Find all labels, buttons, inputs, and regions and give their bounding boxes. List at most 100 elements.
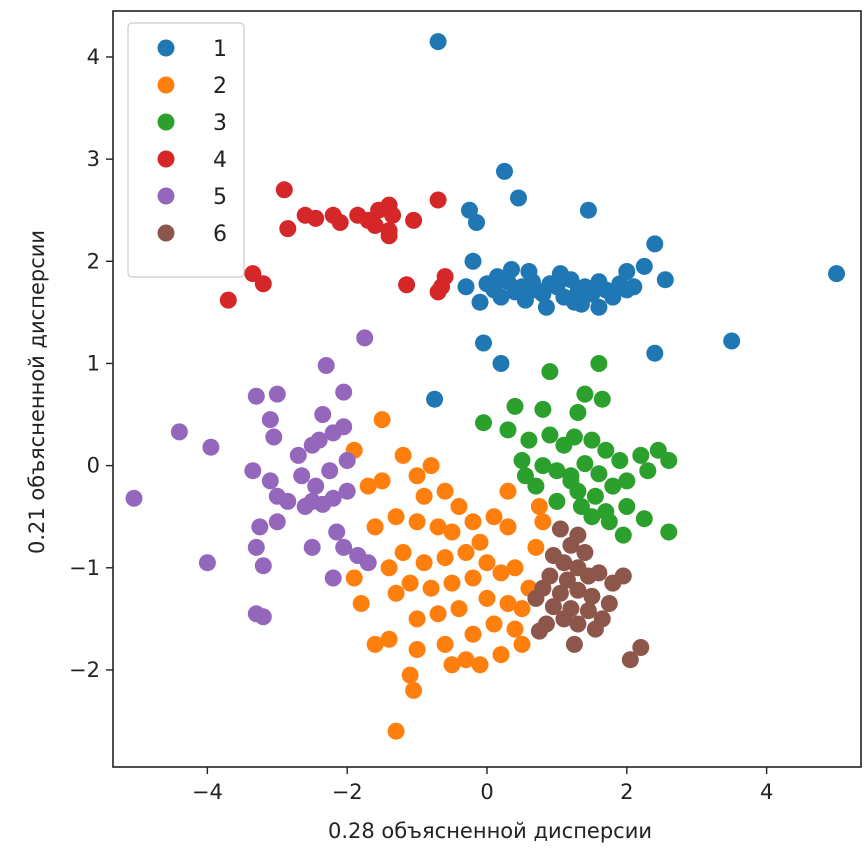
data-point-series-5 (289, 446, 307, 464)
data-point-series-2 (506, 559, 524, 577)
data-point-series-6 (530, 622, 548, 640)
data-point-series-2 (513, 635, 531, 653)
legend-marker-6 (157, 224, 175, 242)
data-point-series-1 (464, 252, 482, 270)
data-point-series-6 (562, 536, 580, 554)
data-point-series-1 (496, 162, 513, 180)
data-point-series-5 (303, 436, 321, 454)
data-point-series-6 (569, 581, 587, 599)
legend-label-4: 4 (213, 148, 227, 173)
data-point-series-5 (251, 518, 269, 536)
data-point-series-1 (468, 214, 485, 231)
y-tick-label: −1 (69, 556, 100, 580)
data-point-series-2 (485, 615, 503, 633)
data-point-series-3 (513, 452, 531, 469)
y-tick-label: 3 (87, 147, 100, 171)
data-point-series-4 (331, 214, 349, 231)
data-point-series-3 (586, 487, 604, 505)
data-point-series-6 (551, 584, 569, 602)
data-point-series-2 (387, 584, 405, 602)
y-axis-title: 0.21 объясненной дисперсии (25, 230, 49, 554)
data-point-series-3 (534, 457, 552, 475)
data-point-series-1 (618, 263, 636, 280)
data-point-series-2 (492, 564, 510, 582)
data-point-series-3 (569, 404, 587, 421)
data-point-series-5 (321, 462, 339, 480)
data-point-series-4 (429, 191, 447, 209)
data-point-series-5 (296, 498, 314, 515)
data-point-series-1 (492, 288, 510, 306)
data-point-series-3 (660, 523, 678, 541)
data-point-series-3 (618, 472, 636, 490)
data-point-series-1 (510, 189, 527, 207)
data-point-series-1 (646, 235, 664, 253)
x-tick-label: 0 (480, 780, 493, 804)
data-point-series-1 (828, 265, 845, 283)
data-point-series-3 (583, 431, 601, 449)
data-point-series-2 (422, 457, 440, 475)
data-point-series-1 (635, 257, 653, 275)
data-point-series-3 (632, 446, 650, 464)
data-point-series-2 (415, 554, 433, 572)
data-point-series-5 (244, 462, 262, 480)
x-axis-title: 0.28 объясненной дисперсии (328, 819, 652, 843)
data-point-series-6 (558, 571, 576, 589)
data-point-series-1 (656, 271, 674, 289)
data-point-series-1 (489, 268, 506, 286)
data-point-series-3 (593, 390, 611, 408)
y-tick-label: −2 (69, 658, 100, 682)
data-point-series-4 (307, 209, 325, 227)
data-point-series-6 (565, 635, 583, 653)
data-point-series-5 (254, 557, 272, 575)
y-tick-label: 4 (87, 45, 100, 69)
y-tick-label: 0 (87, 454, 100, 478)
data-point-series-5 (125, 489, 143, 507)
y-axis: −2 −1 0 1 2 3 4 (69, 45, 113, 682)
data-point-series-3 (520, 431, 538, 449)
data-point-series-1 (503, 261, 520, 278)
data-point-series-2 (478, 554, 496, 572)
data-point-series-5 (324, 424, 342, 442)
data-point-series-2 (478, 589, 496, 607)
data-point-series-5 (247, 387, 265, 405)
data-point-series-2 (408, 610, 426, 628)
data-point-series-1 (590, 298, 608, 316)
data-point-series-5 (324, 569, 342, 587)
data-point-series-6 (527, 589, 545, 607)
data-point-series-5 (314, 406, 332, 423)
data-point-series-3 (506, 397, 524, 415)
data-point-series-6 (544, 598, 562, 616)
data-point-series-3 (597, 441, 615, 459)
data-point-series-4 (398, 276, 416, 294)
data-point-series-1 (516, 291, 534, 309)
x-tick-label: −2 (332, 780, 363, 804)
data-point-series-2 (408, 513, 426, 531)
data-point-series-3 (572, 498, 590, 515)
data-point-series-2 (359, 477, 377, 495)
data-point-series-3 (649, 441, 667, 459)
data-point-series-1 (551, 265, 569, 283)
data-point-series-3 (590, 355, 608, 372)
data-point-series-4 (275, 181, 293, 199)
data-point-series-1 (523, 273, 541, 291)
data-point-series-5 (335, 383, 353, 401)
data-point-series-5 (170, 423, 188, 441)
data-point-series-2 (401, 666, 419, 684)
data-point-series-1 (471, 293, 489, 311)
data-point-series-2 (530, 498, 548, 515)
data-point-series-6 (555, 610, 573, 628)
data-point-series-2 (464, 513, 482, 531)
legend-label-1: 1 (213, 37, 227, 62)
data-point-series-2 (405, 681, 423, 699)
data-point-series-2 (387, 722, 405, 740)
data-point-series-5 (338, 452, 356, 469)
legend-box (127, 22, 245, 278)
data-point-series-5 (198, 554, 216, 572)
data-point-series-5 (293, 467, 311, 485)
data-point-series-3 (600, 513, 618, 531)
data-point-series-1 (646, 344, 664, 362)
data-point-series-5 (202, 438, 220, 456)
data-point-series-2 (415, 487, 433, 505)
data-point-series-6 (604, 574, 622, 592)
